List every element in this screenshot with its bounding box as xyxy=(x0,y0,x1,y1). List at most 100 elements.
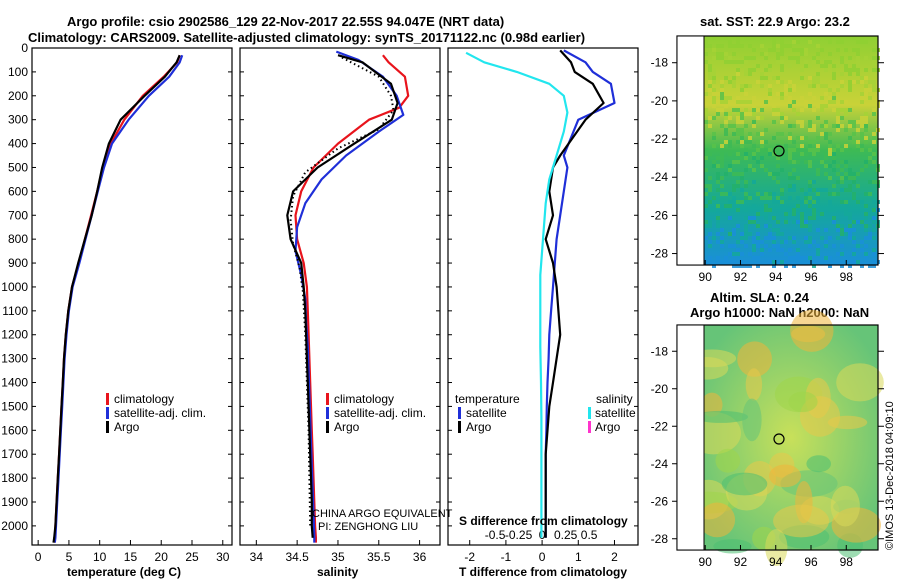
sst-cell xyxy=(760,44,764,48)
sst-cell xyxy=(780,248,784,252)
sst-cell xyxy=(792,256,796,260)
sst-cell xyxy=(728,124,732,128)
sst-cell xyxy=(816,52,820,56)
sst-cell xyxy=(712,208,716,212)
sst-cell xyxy=(804,136,808,140)
lon-tick-label: 90 xyxy=(699,555,713,569)
sst-cell xyxy=(800,124,804,128)
sst-cell xyxy=(708,116,712,120)
sst-cell xyxy=(864,116,868,120)
sst-cell xyxy=(740,156,744,160)
sst-cell xyxy=(744,68,748,72)
sst-cell xyxy=(816,148,820,152)
sst-cell xyxy=(836,252,840,256)
sst-cell xyxy=(804,192,808,196)
sst-cell xyxy=(872,112,876,116)
sst-cell xyxy=(776,244,780,248)
sst-cell xyxy=(744,180,748,184)
sst-cell xyxy=(808,64,812,68)
sst-cell xyxy=(848,216,852,220)
series-line-s-satellite xyxy=(465,51,569,538)
sst-cell xyxy=(824,256,828,260)
legend-label-satellite: satellite-adj. clim. xyxy=(114,406,206,420)
sst-cell xyxy=(728,112,732,116)
sst-cell xyxy=(844,108,848,112)
sst-cell xyxy=(760,36,764,40)
sst-cell xyxy=(816,168,820,172)
sst-cell xyxy=(744,224,748,228)
sst-cell xyxy=(772,236,776,240)
sst-cell xyxy=(724,140,728,144)
x-tick-label: -1 xyxy=(501,550,512,564)
sst-cell xyxy=(860,92,864,96)
sst-cell xyxy=(776,180,780,184)
sst-cell xyxy=(716,216,720,220)
sst-cell xyxy=(840,60,844,64)
sst-cell xyxy=(844,208,848,212)
sst-cell xyxy=(780,52,784,56)
sst-cell xyxy=(852,220,856,224)
x-tick-label: 34 xyxy=(250,550,264,564)
sst-cell xyxy=(804,152,808,156)
salinity-legend: climatology satellite-adj. clim. Argo xyxy=(326,392,426,434)
sst-cell xyxy=(800,220,804,224)
sst-cell xyxy=(860,116,864,120)
sst-cell xyxy=(788,44,792,48)
sst-cell xyxy=(720,240,724,244)
lon-tick-label: 90 xyxy=(699,270,713,284)
sst-cell xyxy=(832,152,836,156)
imos-footer: ©IMOS 13-Dec-2018 04:09:10 xyxy=(884,401,896,550)
sst-cell xyxy=(716,256,720,260)
difference-plot-frame xyxy=(447,47,639,546)
sst-cell xyxy=(812,96,816,100)
sst-cell xyxy=(784,264,788,268)
sst-cell xyxy=(832,208,836,212)
sst-cell xyxy=(820,124,824,128)
sst-cell xyxy=(812,60,816,64)
depth-tick-label: 1800 xyxy=(1,471,28,485)
sst-cell xyxy=(844,228,848,232)
sst-cell xyxy=(808,84,812,88)
depth-tick-label: 200 xyxy=(8,89,28,103)
sst-cell xyxy=(844,232,848,236)
sst-cell xyxy=(780,132,784,136)
sst-cell xyxy=(808,184,812,188)
sst-cell xyxy=(804,160,808,164)
sst-cell xyxy=(840,116,844,120)
sst-cell xyxy=(704,40,708,44)
sst-cell xyxy=(852,260,856,264)
sst-cell xyxy=(828,40,832,44)
sst-cell xyxy=(748,196,752,200)
sst-cell xyxy=(704,184,708,188)
sst-cell xyxy=(780,168,784,172)
sst-cell xyxy=(740,60,744,64)
sst-cell xyxy=(788,236,792,240)
sst-cell xyxy=(856,140,860,144)
sst-cell xyxy=(760,116,764,120)
sst-cell xyxy=(752,48,756,52)
sst-cell xyxy=(712,164,716,168)
sst-cell xyxy=(844,128,848,132)
sst-cell xyxy=(804,36,808,40)
sst-cell xyxy=(860,240,864,244)
sst-cell xyxy=(748,84,752,88)
sst-cell xyxy=(852,68,856,72)
sst-cell xyxy=(736,152,740,156)
sst-cell xyxy=(784,216,788,220)
sst-cell xyxy=(788,132,792,136)
sst-cell xyxy=(824,228,828,232)
depth-tick-label: 1500 xyxy=(1,399,28,413)
sst-cell xyxy=(816,200,820,204)
sst-cell xyxy=(864,128,868,132)
sst-cell xyxy=(856,200,860,204)
sst-cell xyxy=(864,112,868,116)
sst-cell xyxy=(788,152,792,156)
sst-cell xyxy=(736,140,740,144)
sst-cell xyxy=(792,168,796,172)
sst-cell xyxy=(740,120,744,124)
x-tick-label: 1 xyxy=(575,550,582,564)
sst-cell xyxy=(736,112,740,116)
sst-cell xyxy=(740,132,744,136)
sst-cell xyxy=(752,108,756,112)
sst-cell xyxy=(736,44,740,48)
